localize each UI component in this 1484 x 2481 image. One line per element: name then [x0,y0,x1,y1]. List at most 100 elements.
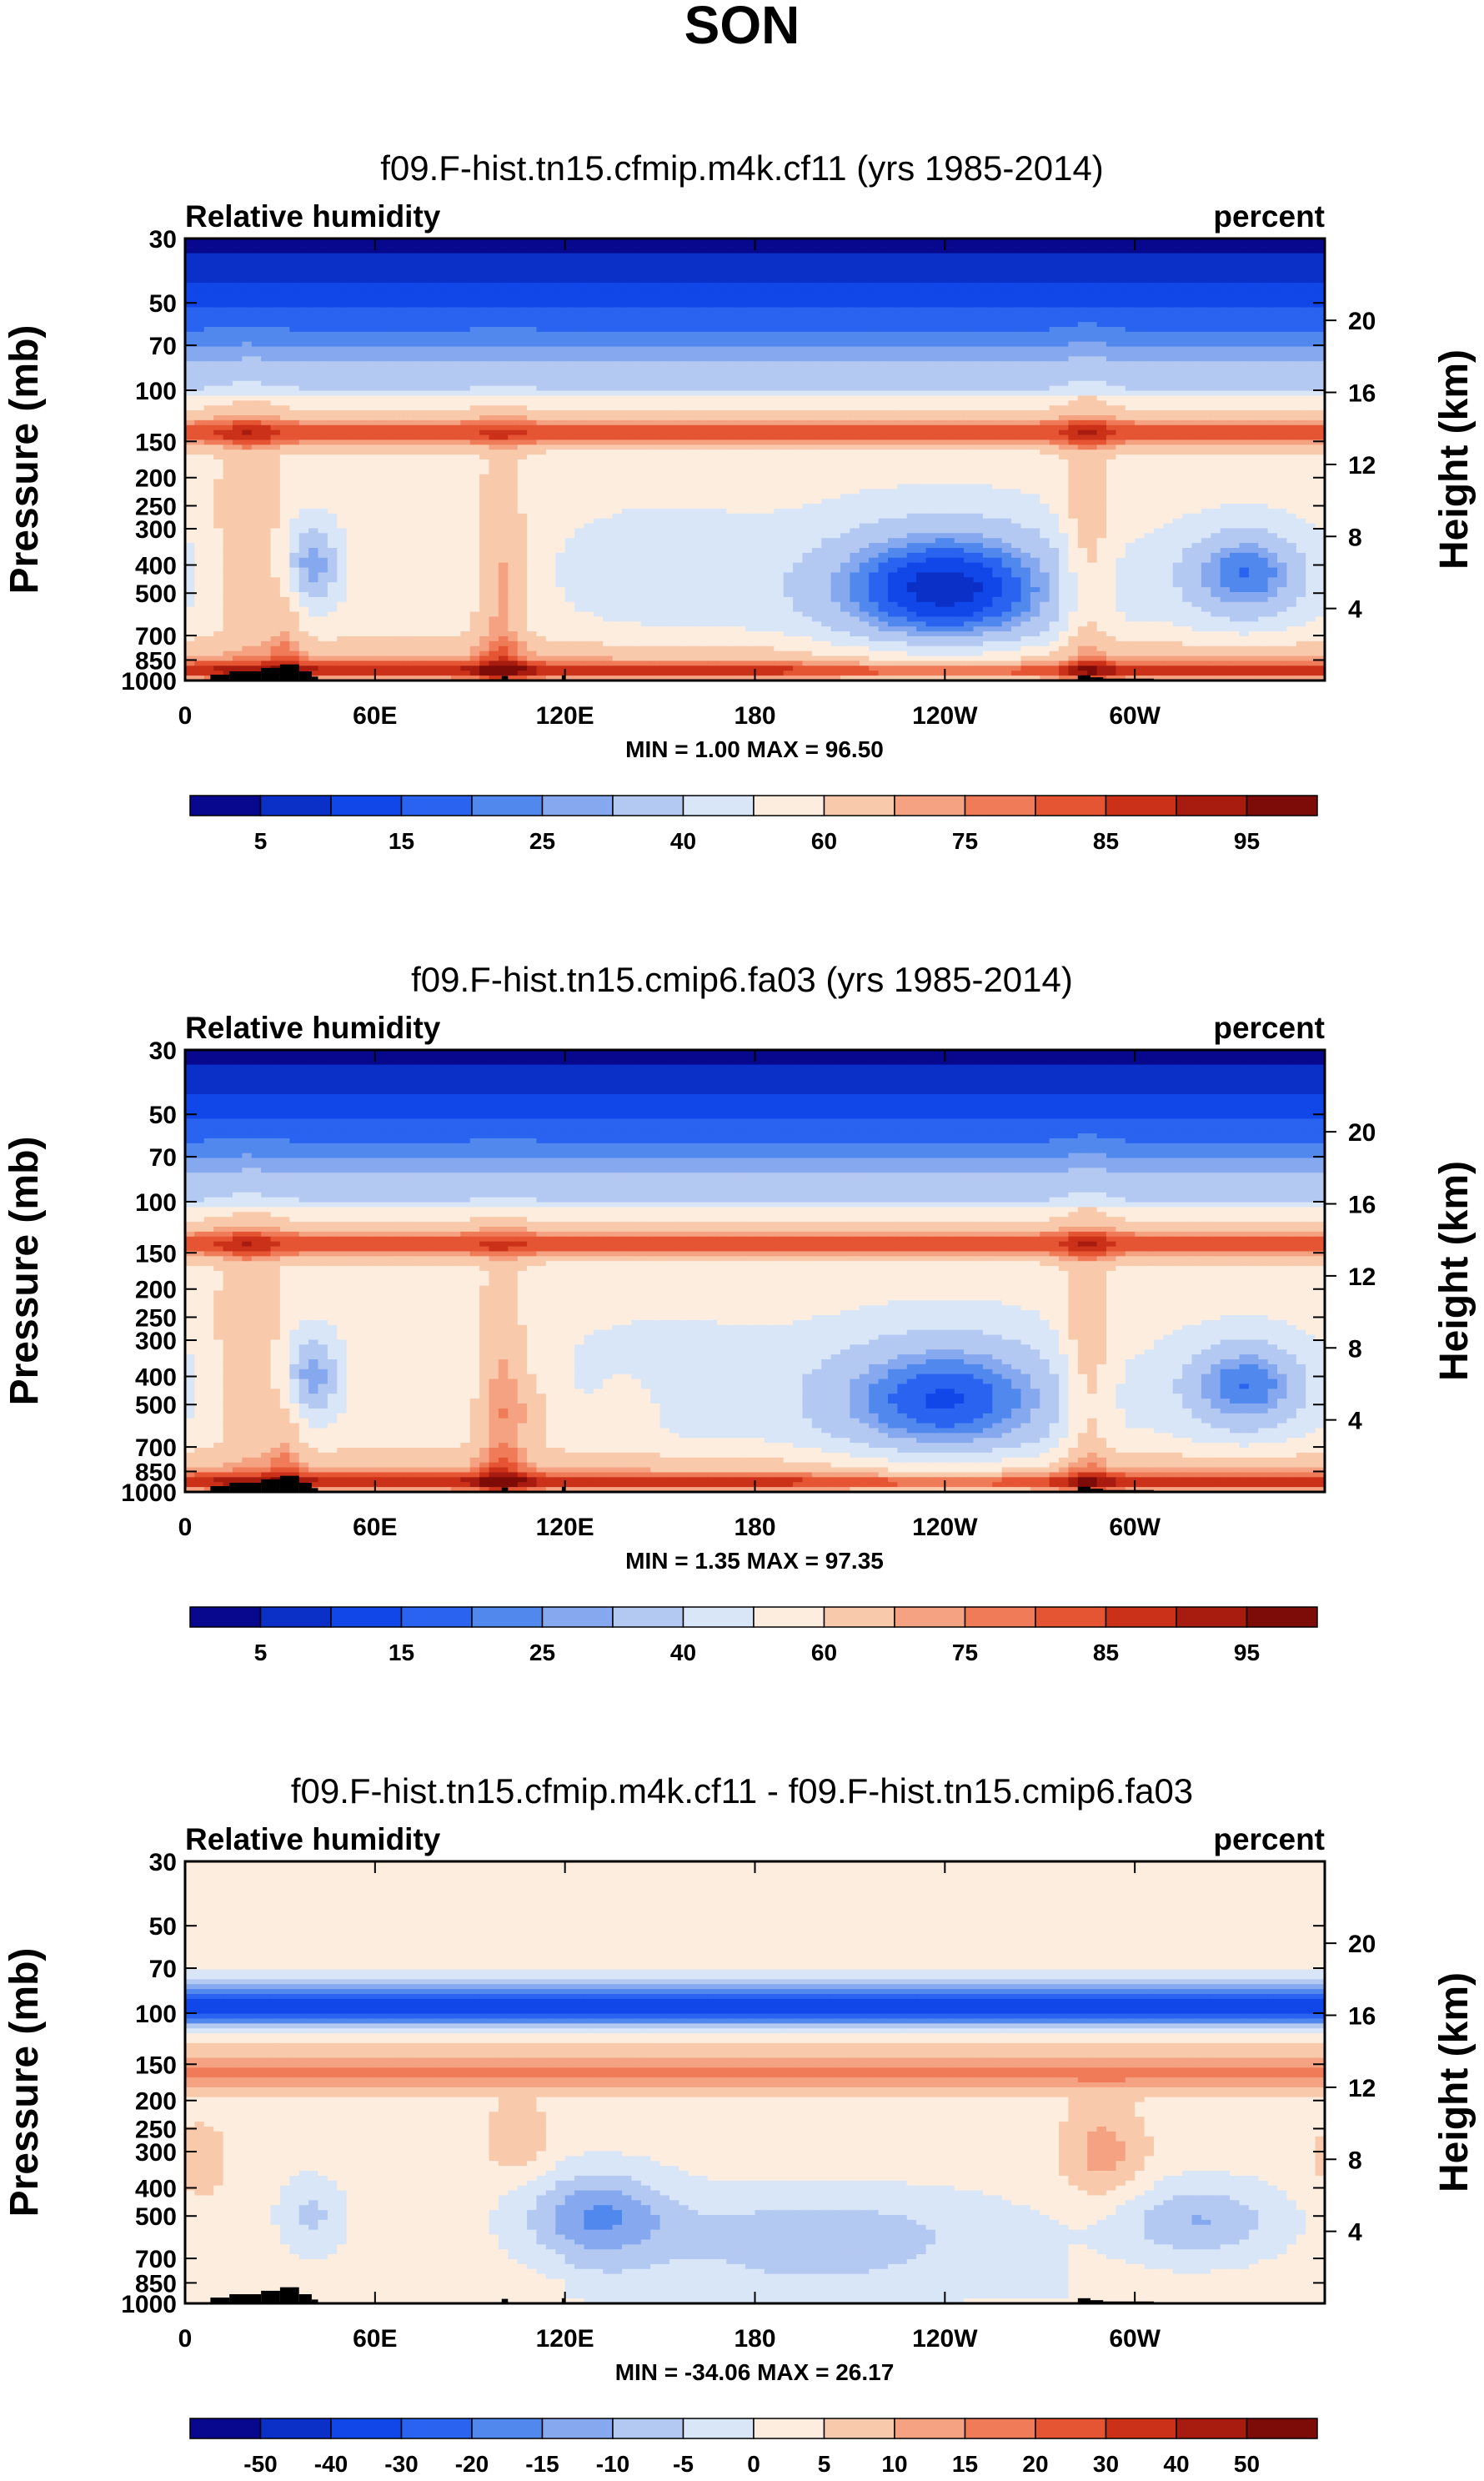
pressure-tick-label: 150 [135,1240,177,1268]
longitude-tick-label: 180 [734,702,775,730]
colorbar-label: 5 [818,2451,831,2477]
pressure-tick-label: 150 [135,429,177,456]
height-tick-label: 12 [1348,2075,1376,2102]
colorbar-swatch [613,2418,684,2438]
colorbar: 5 15 25 40 60 75 85 95 [190,1607,1317,1665]
colorbar-label: 85 [1093,1640,1119,1665]
colorbar-swatch [1106,796,1177,816]
contour-field [185,1050,1326,1493]
colorbar-swatch [1106,2418,1177,2438]
colorbar-label: -40 [314,2451,348,2477]
height-tick-label: 8 [1348,2147,1362,2174]
longitude-tick-label: 120E [536,702,594,730]
right-label: percent [1213,1011,1325,1045]
colorbar-label: 0 [747,2451,760,2477]
colorbar-swatch [472,2418,543,2438]
colorbar-label: 85 [1093,828,1119,854]
colorbar-swatch [613,1607,684,1627]
height-tick-label: 20 [1348,1119,1376,1147]
colorbar-swatch [331,1607,402,1627]
figure-canvas: SON f09.F-hist.tn15.cfmip.m4k.cf11 (yrs … [0,0,1484,2481]
colorbar-swatch [472,796,543,816]
height-tick-label: 4 [1348,596,1362,624]
colorbar-label: -30 [384,2451,418,2477]
colorbar-label: 5 [254,1640,268,1665]
colorbar-swatch [1176,796,1247,816]
y-axis-title: Pressure (mb) [3,1948,47,2217]
longitude-tick-label: 60E [353,2325,397,2353]
pressure-tick-label: 70 [149,333,177,360]
pressure-tick-label: 400 [135,2176,177,2203]
colorbar-swatch [613,796,684,816]
colorbar-swatch [1247,796,1318,816]
colorbar-swatch [965,796,1036,816]
colorbar-swatch [1247,2418,1318,2438]
height-tick-label: 8 [1348,524,1362,551]
left-label: Relative humidity [185,1822,441,1856]
colorbar-swatch [1176,2418,1247,2438]
colorbar-label: -10 [596,2451,629,2477]
min-max-stats: MIN = 1.35 MAX = 97.35 [625,1548,884,1574]
colorbar-label: -50 [243,2451,277,2477]
colorbar-swatch [754,2418,825,2438]
colorbar-swatch [754,796,825,816]
pressure-tick-label: 100 [135,1189,177,1217]
colorbar-label: 60 [811,1640,837,1665]
longitude-tick-label: 120W [912,702,978,730]
pressure-tick-label: 70 [149,1144,177,1172]
panel-title: f09.F-hist.tn15.cfmip.m4k.cf11 - f09.F-h… [291,1771,1193,1811]
pressure-tick-label: 700 [135,623,177,650]
pressure-tick-label: 30 [149,1849,177,1876]
colorbar-swatch [1106,1607,1177,1627]
longitude-tick-label: 60W [1109,2325,1161,2353]
longitude-tick-label: 180 [734,2325,775,2353]
height-tick-label: 16 [1348,1192,1376,1219]
colorbar-label: 30 [1093,2451,1119,2477]
colorbar-label: 40 [670,1640,696,1665]
colorbar-label: 95 [1234,828,1260,854]
colorbar-swatch [543,1607,614,1627]
panel-1: f09.F-hist.tn15.cfmip.m4k.cf11 (yrs 1985… [3,148,1476,854]
colorbar-label: 15 [389,1640,414,1665]
colorbar-swatch [754,1607,825,1627]
colorbar-label: 25 [529,1640,555,1665]
panel-title: f09.F-hist.tn15.cfmip.m4k.cf11 (yrs 1985… [380,148,1104,188]
longitude-tick-label: 0 [178,1514,193,1541]
height-tick-label: 4 [1348,2219,1362,2247]
min-max-stats: MIN = 1.00 MAX = 96.50 [625,736,884,762]
longitude-tick-label: 60E [353,702,397,730]
colorbar-swatch [402,796,473,816]
height-tick-label: 16 [1348,2003,1376,2031]
height-tick-label: 16 [1348,380,1376,408]
colorbar-swatch [965,1607,1036,1627]
height-tick-label: 4 [1348,1408,1362,1435]
pressure-tick-label: 100 [135,2001,177,2028]
contour-field [185,239,1326,681]
pressure-tick-label: 1000 [121,2291,177,2318]
colorbar: -50 -40 -30 -20 -15 -10 -5 0 5 10 15 20 30 40 50 [190,2418,1317,2477]
colorbar-swatch [190,1607,261,1627]
colorbar-swatch [543,2418,614,2438]
colorbar-label: 40 [670,828,696,854]
colorbar-swatch [1247,1607,1318,1627]
colorbar-swatch [684,1607,755,1627]
y2-axis-title: Height (km) [1432,1161,1476,1381]
colorbar-label: 25 [529,828,555,854]
height-tick-label: 8 [1348,1335,1362,1363]
colorbar-label: -20 [455,2451,489,2477]
longitude-tick-label: 60W [1109,702,1161,730]
colorbar-label: 15 [952,2451,978,2477]
colorbar-swatch [895,796,965,816]
colorbar-swatch [684,796,755,816]
pressure-tick-label: 30 [149,1037,177,1065]
contour-field [185,1861,1326,2304]
pressure-tick-label: 300 [135,1328,177,1355]
pressure-tick-label: 50 [149,290,177,318]
longitude-tick-label: 120W [912,1514,978,1541]
min-max-stats: MIN = -34.06 MAX = 26.17 [615,2359,895,2385]
pressure-tick-label: 500 [135,2203,177,2231]
pressure-tick-label: 500 [135,580,177,608]
pressure-tick-label: 500 [135,1392,177,1419]
pressure-tick-label: 50 [149,1102,177,1129]
